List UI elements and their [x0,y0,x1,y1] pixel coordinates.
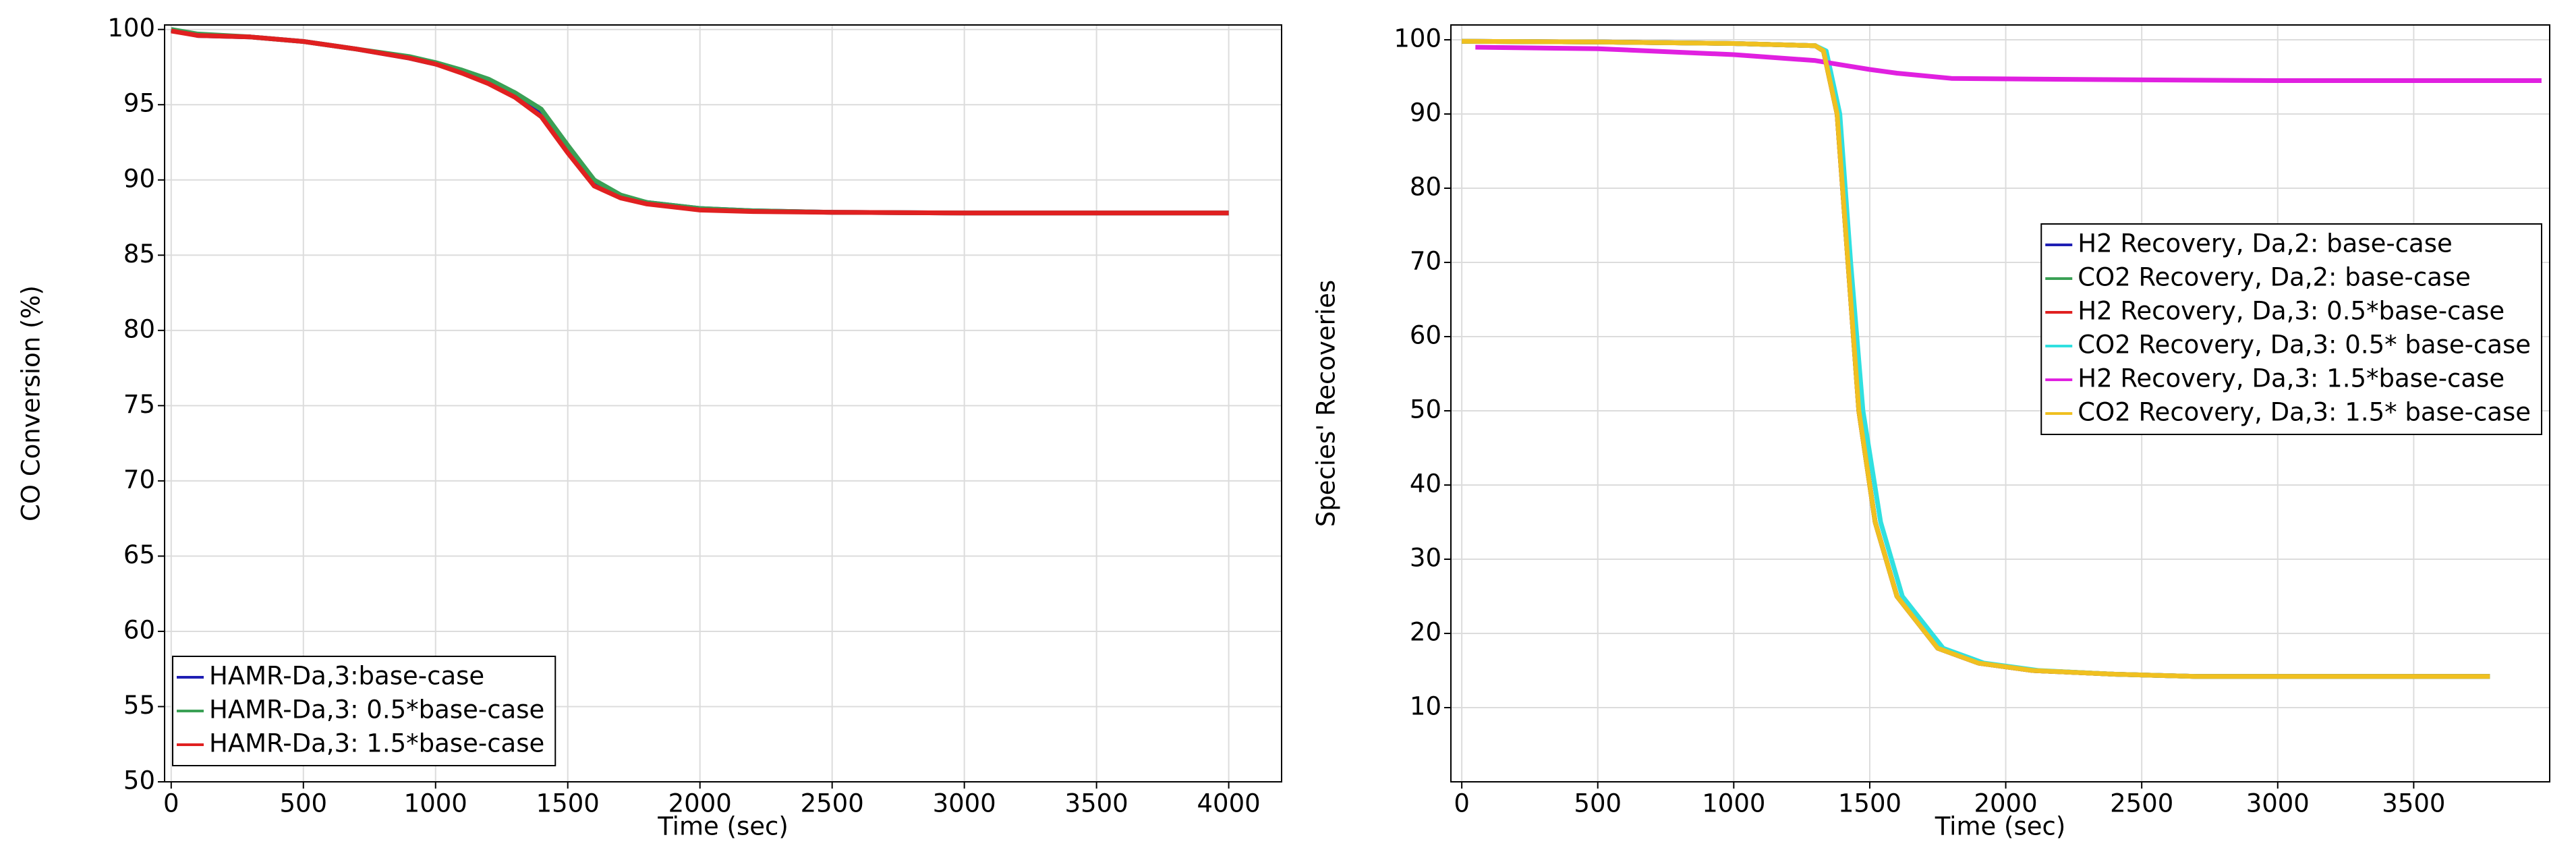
y-tick-label: 70 [1410,247,1441,276]
x-axis-label: Time (sec) [1935,812,2066,841]
legend: HAMR-Da,3:base-case HAMR-Da,3: 0.5*base-c… [172,656,556,766]
x-tick-label: 0 [163,789,179,818]
y-tick-label: 50 [1410,395,1441,424]
x-tick-label: 1000 [1702,789,1765,818]
y-tick-label: 90 [123,164,155,193]
series-line [1462,38,2490,679]
legend-label: CO2 Recovery, Da,3: 0.5* base-case [2078,331,2531,360]
x-tick-label: 500 [279,789,327,818]
y-tick-label: 90 [1410,98,1441,127]
x-tick-label: 2500 [801,789,864,818]
x-tick-label: 4000 [1197,789,1261,818]
y-tick-label: 100 [107,13,155,42]
y-tick-label: 80 [123,314,155,343]
x-tick-label: 2000 [1974,789,2037,818]
legend-label: H2 Recovery, Da,3: 0.5*base-case [2078,297,2505,326]
y-tick-label: 75 [123,390,155,419]
legend-label: CO2 Recovery, Da,2: base-case [2078,263,2471,292]
legend-box [2040,223,2542,435]
legend-label: HAMR-Da,3: 0.5*base-case [209,695,544,724]
y-tick-label: 80 [1410,173,1441,202]
y-tick-label: 85 [123,239,155,268]
y-tick-label: 40 [1410,469,1441,499]
legend-label: H2 Recovery, Da,3: 1.5*base-case [2078,364,2505,393]
legend-label: HAMR-Da,3: 1.5*base-case [209,729,544,758]
y-tick-label: 55 [123,691,155,720]
x-tick-label: 3500 [1065,789,1128,818]
y-tick-label: 65 [123,540,155,569]
y-tick-label: 30 [1410,544,1441,573]
y-tick-label: 20 [1410,618,1441,647]
y-axis-label: CO Conversion (%) [17,285,46,521]
y-tick-label: 70 [123,465,155,494]
series-line [1475,45,2542,83]
y-axis-label: Species' Recoveries [1312,280,1341,527]
series-line [171,28,1229,216]
y-tick-label: 50 [123,766,155,795]
y-tick-label: 100 [1394,24,1441,53]
x-tick-label: 1500 [1838,789,1901,818]
y-tick-label: 10 [1410,692,1441,721]
legend: H2 Recovery, Da,2: base-case CO2 Recovery… [2040,223,2542,435]
y-tick-label: 95 [123,89,155,118]
x-tick-label: 1500 [536,789,600,818]
x-tick-label: 2500 [2110,789,2173,818]
y-tick-label: 60 [1410,321,1441,350]
x-tick-label: 500 [1574,789,1622,818]
x-tick-label: 3000 [2246,789,2310,818]
x-tick-label: 0 [1454,789,1470,818]
x-axis-label: Time (sec) [657,812,789,841]
legend-box [172,656,556,766]
x-tick-label: 2000 [668,789,732,818]
x-tick-label: 3500 [2382,789,2445,818]
y-tick-label: 60 [123,615,155,644]
x-tick-label: 1000 [404,789,467,818]
plot-frame [1450,24,2550,782]
legend-label: HAMR-Da,3:base-case [209,662,484,691]
x-tick-label: 3000 [933,789,996,818]
plot-frame [164,24,1282,782]
legend-label: CO2 Recovery, Da,3: 1.5* base-case [2078,398,2531,427]
legend-label: H2 Recovery, Da,2: base-case [2078,229,2453,258]
